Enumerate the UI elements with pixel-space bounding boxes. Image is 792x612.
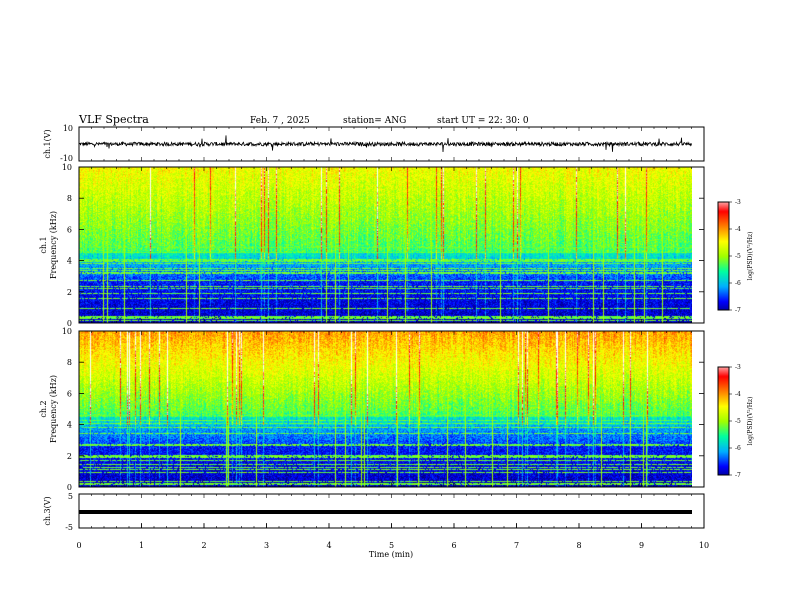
x-tick-label: 8 <box>576 541 581 550</box>
x-tick-label: 3 <box>264 541 269 550</box>
y-tick-label: 4 <box>67 421 72 430</box>
colorbar-tick-label: -3 <box>735 364 741 371</box>
figure-title: VLF Spectra <box>78 113 149 126</box>
x-tick-label: 6 <box>451 541 456 550</box>
colorbar-tick-label: -7 <box>735 472 741 479</box>
x-tick-label: 4 <box>326 541 331 550</box>
ch1-waveform-ylabel: ch.1(V) <box>43 129 52 158</box>
x-tick-label: 9 <box>639 541 644 550</box>
x-axis-label: Time (min) <box>369 550 413 559</box>
ch1-waveform-panel: 10 -10 ch.1(V) <box>43 124 705 163</box>
ch1-ytick-bottom: -10 <box>60 154 73 163</box>
ch1-spectrogram-panel: 0 2 4 6 8 10 ch.1 Frequency (kHz) <box>39 163 705 328</box>
x-tick-label: 1 <box>139 541 144 550</box>
x-tick-label: 10 <box>699 541 709 550</box>
colorbar-tick-label: -3 <box>735 199 741 206</box>
x-tick-label: 0 <box>76 541 81 550</box>
ch2-spectrogram-ylabel-line2: Frequency (kHz) <box>49 375 58 443</box>
colorbar-tick-label: -6 <box>735 445 741 452</box>
ch3-waveform-ylabel: ch.3(V) <box>43 496 52 525</box>
y-tick-label: 0 <box>67 483 72 492</box>
ch1-waveform-line <box>78 135 692 153</box>
y-tick-label: 6 <box>67 225 72 234</box>
ch3-waveform-line <box>79 510 692 514</box>
ch3-waveform-panel: 5 -5 ch.3(V) 0 1 2 3 4 5 6 7 8 9 10 Time (min) <box>43 492 709 559</box>
ch2-spectrogram-image <box>79 331 692 487</box>
x-tick-label: 7 <box>514 541 519 550</box>
y-tick-label: 10 <box>62 163 72 172</box>
colorbar-tick-label: -5 <box>735 253 741 260</box>
y-tick-label: 2 <box>67 452 72 461</box>
y-tick-label: 0 <box>67 319 72 328</box>
y-tick-label: 8 <box>67 358 72 367</box>
start-time-label: start UT = 22: 30: 0 <box>437 116 529 126</box>
ch2-colorbar-label: log(PSD)(V²/Hz) <box>747 397 754 446</box>
ch1-spectrogram-ylabel-line1: ch.1 <box>39 236 48 253</box>
y-tick-label: 6 <box>67 389 72 398</box>
ch1-ytick-top: 10 <box>63 124 73 133</box>
colorbar-tick-label: -7 <box>735 307 741 314</box>
station-label: station= ANG <box>343 116 406 126</box>
colorbar-tick-label: -5 <box>735 418 741 425</box>
colorbar-tick-label: -4 <box>735 226 741 233</box>
ch1-colorbar-gradient <box>718 202 729 310</box>
y-tick-label: 10 <box>62 327 72 336</box>
ch1-spectrogram-image <box>79 167 692 323</box>
ch2-spectrogram-ylabel-line1: ch.2 <box>39 400 48 417</box>
ch1-spectrogram-ylabel-line2: Frequency (kHz) <box>49 211 58 279</box>
ch3-ytick-top: 5 <box>68 492 73 501</box>
colorbar-tick-label: -6 <box>735 280 741 287</box>
y-tick-label: 2 <box>67 288 72 297</box>
colorbar-tick-label: -4 <box>735 391 741 398</box>
x-tick-label: 2 <box>201 541 206 550</box>
y-tick-label: 8 <box>67 194 72 203</box>
ch1-colorbar: -3 -4 -5 -6 -7 log(PSD)(V²/Hz) <box>717 199 754 314</box>
date-label: Feb. 7 , 2025 <box>250 116 310 126</box>
ch2-spectrogram-panel: 0 2 4 6 8 10 ch.2 Frequency (kHz) <box>39 327 705 492</box>
x-tick-label: 5 <box>389 541 394 550</box>
y-tick-label: 4 <box>67 257 72 266</box>
ch2-colorbar-gradient <box>718 367 729 475</box>
ch3-ytick-bottom: -5 <box>65 523 73 532</box>
ch2-colorbar: -3 -4 -5 -6 -7 log(PSD)(V²/Hz) <box>717 364 754 479</box>
ch1-colorbar-label: log(PSD)(V²/Hz) <box>747 232 754 281</box>
